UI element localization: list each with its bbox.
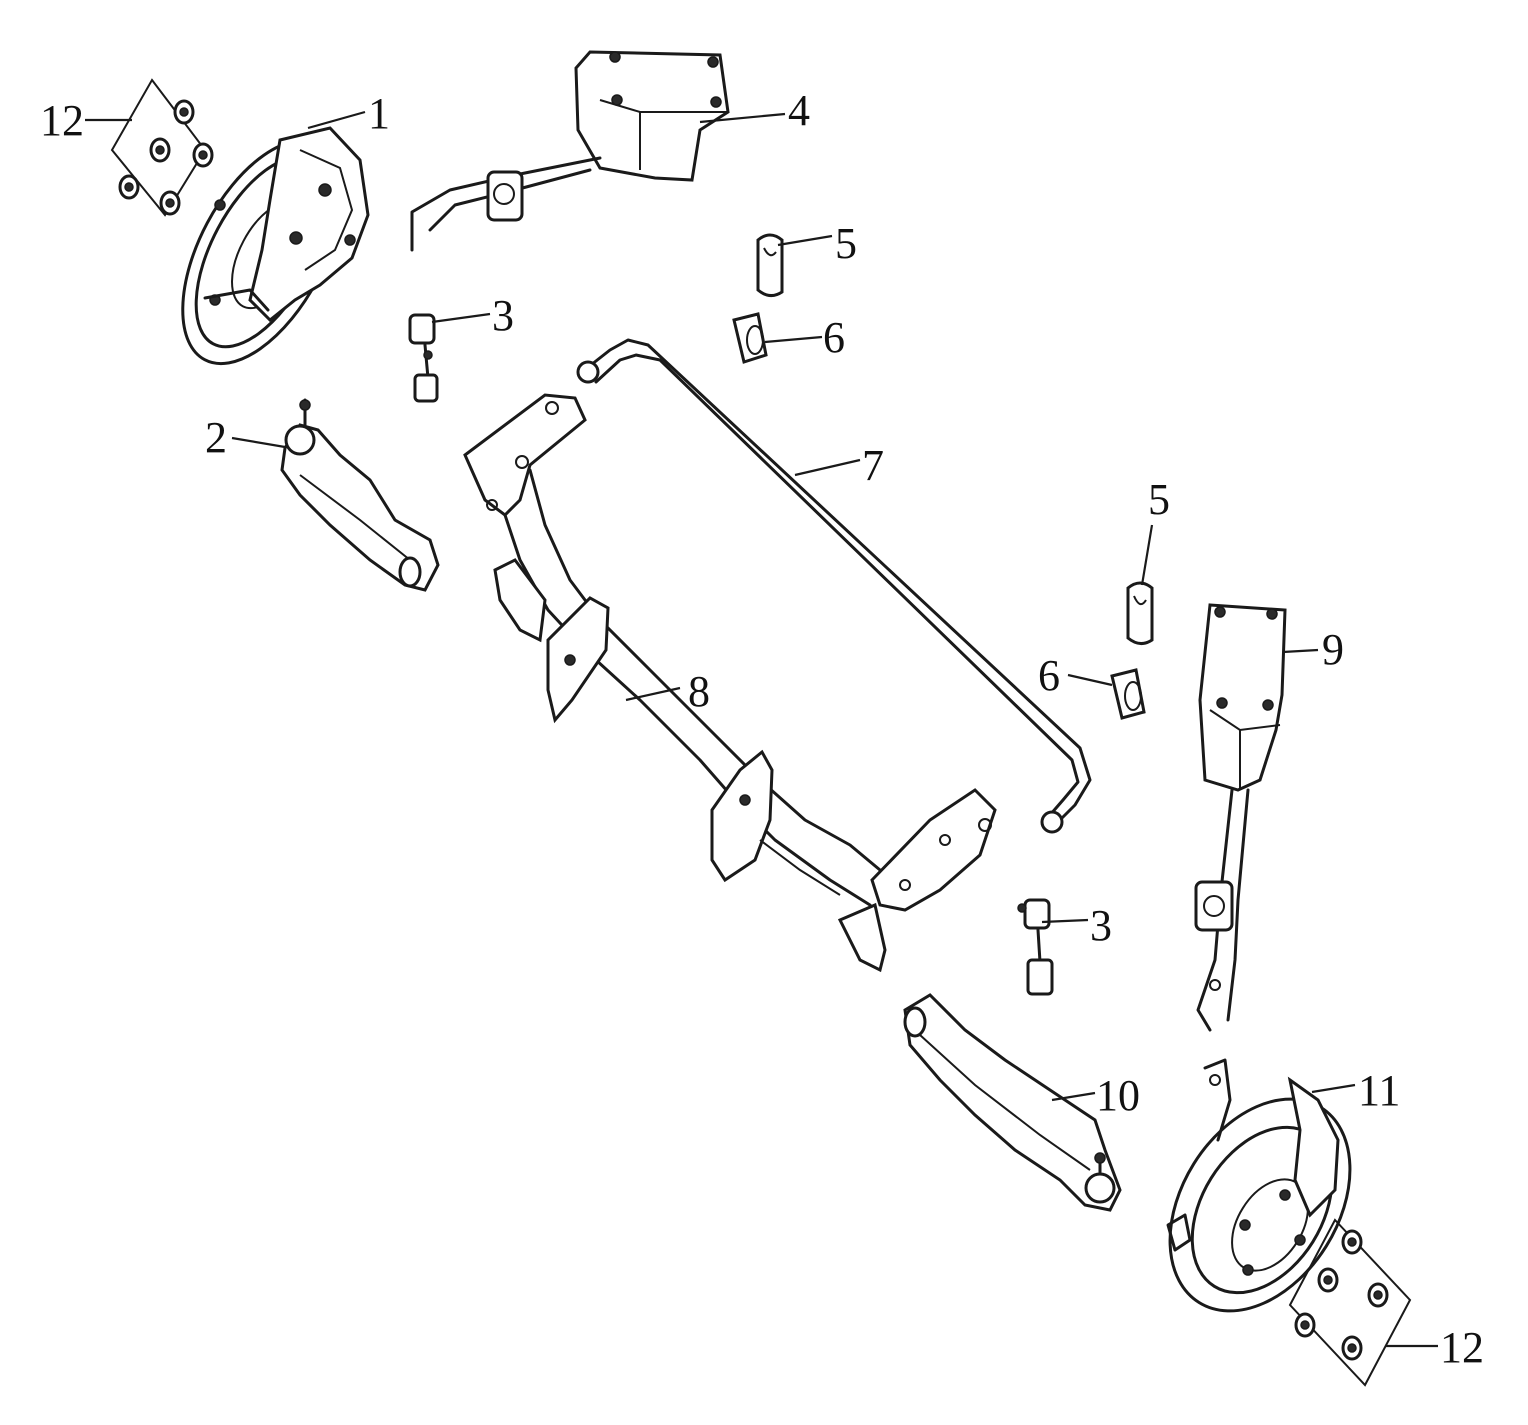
callout-6-lower: 6 [1038, 651, 1060, 700]
part-5-clamp-lower [1126, 581, 1154, 645]
part-9-link-bracket-right [1194, 603, 1287, 1032]
part-4-upper-link-bracket [410, 50, 730, 252]
nut [173, 99, 195, 125]
nut [192, 142, 214, 168]
callout-3-upper: 3 [492, 291, 514, 340]
part-8-subframe [463, 393, 997, 973]
callout-10: 10 [1096, 1071, 1140, 1120]
callout-7: 7 [862, 441, 884, 490]
nut [1294, 1312, 1316, 1338]
nut [149, 137, 171, 163]
leader-lines [85, 110, 1438, 1348]
nut [1317, 1267, 1339, 1293]
callout-3-lower: 3 [1090, 901, 1112, 950]
callout-8: 8 [688, 667, 710, 716]
nut [1341, 1229, 1363, 1255]
part-10-lower-arm-right [903, 993, 1122, 1212]
callout-2: 2 [205, 413, 227, 462]
part-3-stabilizer-link-upper [408, 313, 439, 403]
callout-1: 1 [368, 89, 390, 138]
part-6-bushing-upper [732, 312, 768, 364]
callout-labels: 1 2 3 3 4 5 5 6 6 7 8 9 10 11 12 12 [40, 86, 1484, 1372]
part-5-clamp-upper [756, 233, 784, 297]
part-1-brake-hub-left [181, 126, 370, 366]
callout-6-upper: 6 [823, 313, 845, 362]
callout-12-left: 12 [40, 96, 84, 145]
callout-4: 4 [788, 86, 810, 135]
callout-5-upper: 5 [835, 219, 857, 268]
nut [118, 174, 140, 200]
callout-5-lower: 5 [1148, 475, 1170, 524]
callout-12-right: 12 [1440, 1323, 1484, 1372]
part-7-stabilizer-bar [576, 338, 1092, 834]
callout-9: 9 [1322, 625, 1344, 674]
part-12-nuts-right [1288, 1218, 1412, 1387]
part-2-lower-arm-left [280, 398, 440, 592]
part-11-brake-hub-right [1166, 1058, 1352, 1313]
callout-11: 11 [1358, 1066, 1400, 1115]
nut [1367, 1282, 1389, 1308]
part-3-stabilizer-link-lower [1017, 898, 1054, 996]
nut [1341, 1335, 1363, 1361]
part-12-nuts-left [110, 78, 214, 217]
nut [159, 190, 181, 216]
part-6-bushing-lower [1110, 668, 1146, 720]
